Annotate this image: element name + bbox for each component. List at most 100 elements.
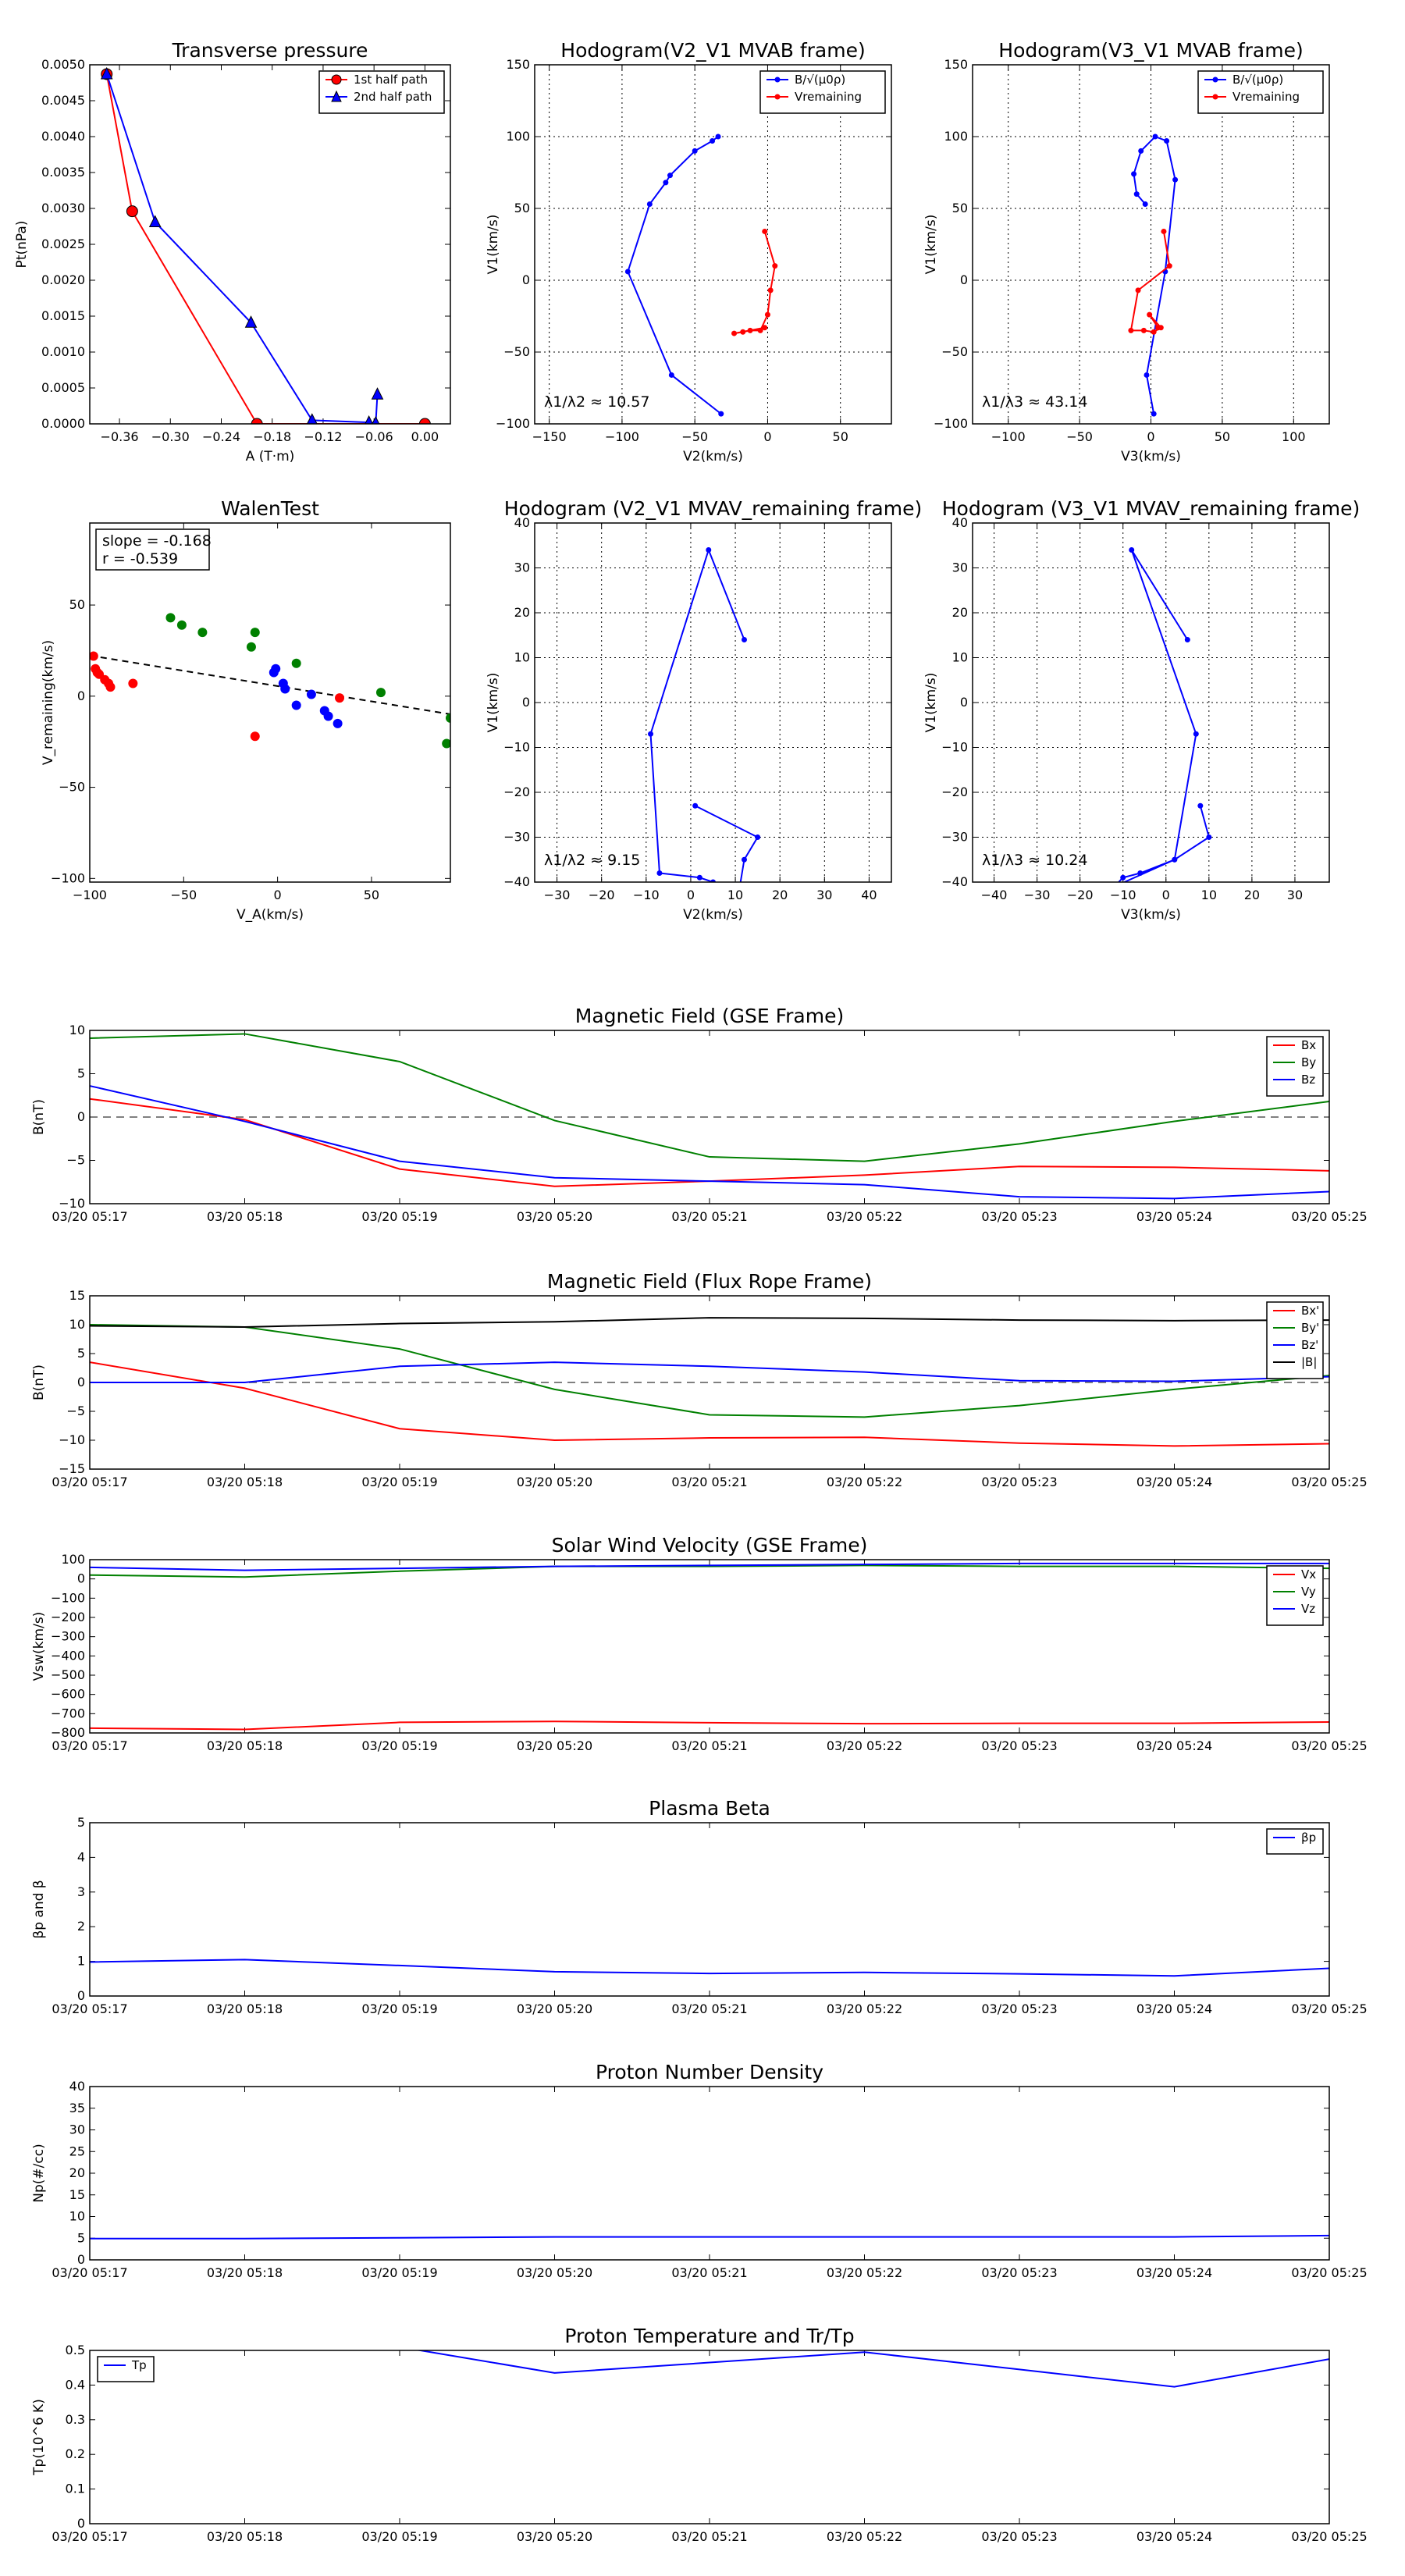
y-tick-label: −200: [51, 1610, 85, 1624]
scatter-point: [250, 628, 260, 638]
y-tick-label: 0.0025: [41, 237, 85, 251]
y-tick-label: 20: [514, 605, 530, 620]
y-tick-label: 20: [69, 2165, 85, 2180]
x-tick-label: 0: [687, 888, 695, 902]
y-tick-label: 150: [506, 57, 530, 72]
x-tick-label: 50: [1215, 429, 1230, 444]
scatter-point: [176, 620, 187, 630]
y-tick-label: 0.0010: [41, 344, 85, 359]
data-point: [1140, 327, 1147, 333]
annotation-text: slope = -0.168: [102, 532, 212, 550]
x-tick-label: −100: [991, 429, 1026, 444]
y-tick-label: 0: [77, 1571, 85, 1586]
series-line-2nd-half-path: [105, 73, 379, 424]
plot-area: [90, 2234, 1329, 2240]
y-tick-label: 0.0020: [41, 272, 85, 287]
scatter-point: [165, 613, 176, 623]
y-tick-label: −600: [51, 1687, 85, 1702]
y-tick-label: 30: [514, 560, 530, 575]
x-tick-label: 30: [816, 888, 832, 902]
x-tick-label: 20: [1244, 888, 1260, 902]
data-point: [706, 547, 712, 553]
x-tick-label: 100: [1282, 429, 1306, 444]
plot-area: [90, 1033, 1329, 1200]
legend-label: Tp: [131, 2358, 147, 2372]
x-tick-label: 03/20 05:18: [207, 2529, 283, 2544]
x-tick-label: 03/20 05:18: [207, 1738, 283, 1753]
y-tick-label: 15: [69, 2187, 85, 2202]
chart-transverse-pressure: Transverse pressure−0.36 −0.30 −0.24 −0.18−…: [14, 39, 451, 464]
y-tick-label: 50: [69, 597, 85, 612]
data-point: [747, 327, 753, 333]
series-line-series-0: [90, 2234, 1329, 2240]
y-tick-label: −50: [941, 344, 968, 359]
y-tick-label: 0.0015: [41, 308, 85, 323]
data-point: [1166, 263, 1172, 269]
y-tick-label: 2: [77, 1919, 85, 1934]
y-tick-label: 10: [69, 2209, 85, 2224]
data-point: [692, 802, 699, 809]
data-point: [1151, 329, 1157, 335]
data-point: [1131, 171, 1137, 177]
data-point: [692, 148, 698, 154]
x-tick-label: 0: [763, 429, 771, 444]
y-tick-label: 0.0030: [41, 201, 85, 215]
x-tick-label: 03/20 05:21: [671, 2529, 747, 2544]
legend-label: By: [1301, 1055, 1316, 1069]
y-tick-label: 5: [77, 1066, 85, 1081]
x-tick-label: 03/20 05:23: [981, 2001, 1057, 2016]
series-line--p: [90, 1959, 1329, 1977]
y-tick-label: −10: [59, 1432, 85, 1447]
plot-frame: [89, 1822, 1330, 1997]
y-axis-label: V1(km/s): [486, 215, 501, 275]
y-tick-label: 40: [514, 515, 530, 530]
plot-area: [90, 1562, 1329, 1731]
chart-magnetic-field-flux-rope: Magnetic Field (Flux Rope Frame) 03/20 05…: [31, 1270, 1368, 1489]
plot-frame: [972, 522, 1330, 883]
legend-label: Bx': [1301, 1304, 1319, 1318]
fit-line: [90, 654, 450, 715]
x-tick-label: 10: [727, 888, 743, 902]
data-point: [715, 133, 721, 140]
data-point: [1151, 411, 1157, 417]
data-point: [1144, 372, 1150, 378]
data-point: [1172, 176, 1179, 183]
y-tick-label: 0: [960, 695, 968, 710]
plot-frame: [89, 1295, 1330, 1470]
plot-frame: [89, 2086, 1330, 2261]
y-tick-label: 40: [69, 2079, 85, 2094]
chart-title: Proton Number Density: [596, 2061, 823, 2083]
chart-hodogram-v3-v1-mvab: Hodogram(V3_V1 MVAB frame) −100 −50 0 50 100 −…: [923, 39, 1330, 464]
y-tick-label: 0: [77, 2252, 85, 2267]
x-axis-label: V2(km/s): [683, 907, 743, 923]
data-point: [710, 879, 716, 882]
data-point: [1120, 874, 1126, 881]
y-tick-label: −100: [51, 870, 85, 885]
data-point: [1184, 637, 1190, 642]
chart-title: Hodogram (V2_V1 MVAV_remaining frame): [504, 497, 923, 520]
x-tick-label: −0.36: [101, 429, 139, 444]
legend-label: B/√(μ0ρ): [795, 73, 845, 87]
x-tick-label: 03/20 05:24: [1136, 1209, 1212, 1224]
y-tick-label: 10: [952, 650, 968, 665]
plot-frame: [89, 1559, 1330, 1734]
y-tick-label: −50: [503, 344, 530, 359]
x-tick-label: 0: [1147, 429, 1154, 444]
series-line-bx-: [90, 1361, 1329, 1447]
x-tick-label: −0.30: [151, 429, 190, 444]
x-tick-label: 03/20 05:20: [517, 2001, 592, 2016]
y-tick-label: 3: [77, 1884, 85, 1899]
plot-frame: [534, 64, 892, 425]
x-tick-label: 03/20 05:25: [1291, 2265, 1367, 2280]
x-tick-label: 03/20 05:21: [671, 2001, 747, 2016]
y-axis-label: Np(#/cc): [31, 2144, 47, 2202]
y-axis-label: V1(km/s): [923, 215, 939, 275]
x-tick-label: 0.00: [411, 429, 439, 444]
y-tick-label: −10: [503, 740, 530, 755]
x-tick-label: −10: [633, 888, 660, 902]
chart-hodogram-v3-v1-mvav: Hodogram (V3_V1 MVAV_remaining frame) −40…: [923, 497, 1360, 923]
data-point: [646, 201, 653, 207]
x-tick-label: 03/20 05:17: [52, 2001, 127, 2016]
legend-box: [1197, 70, 1324, 114]
plot-area: [90, 1959, 1329, 1977]
